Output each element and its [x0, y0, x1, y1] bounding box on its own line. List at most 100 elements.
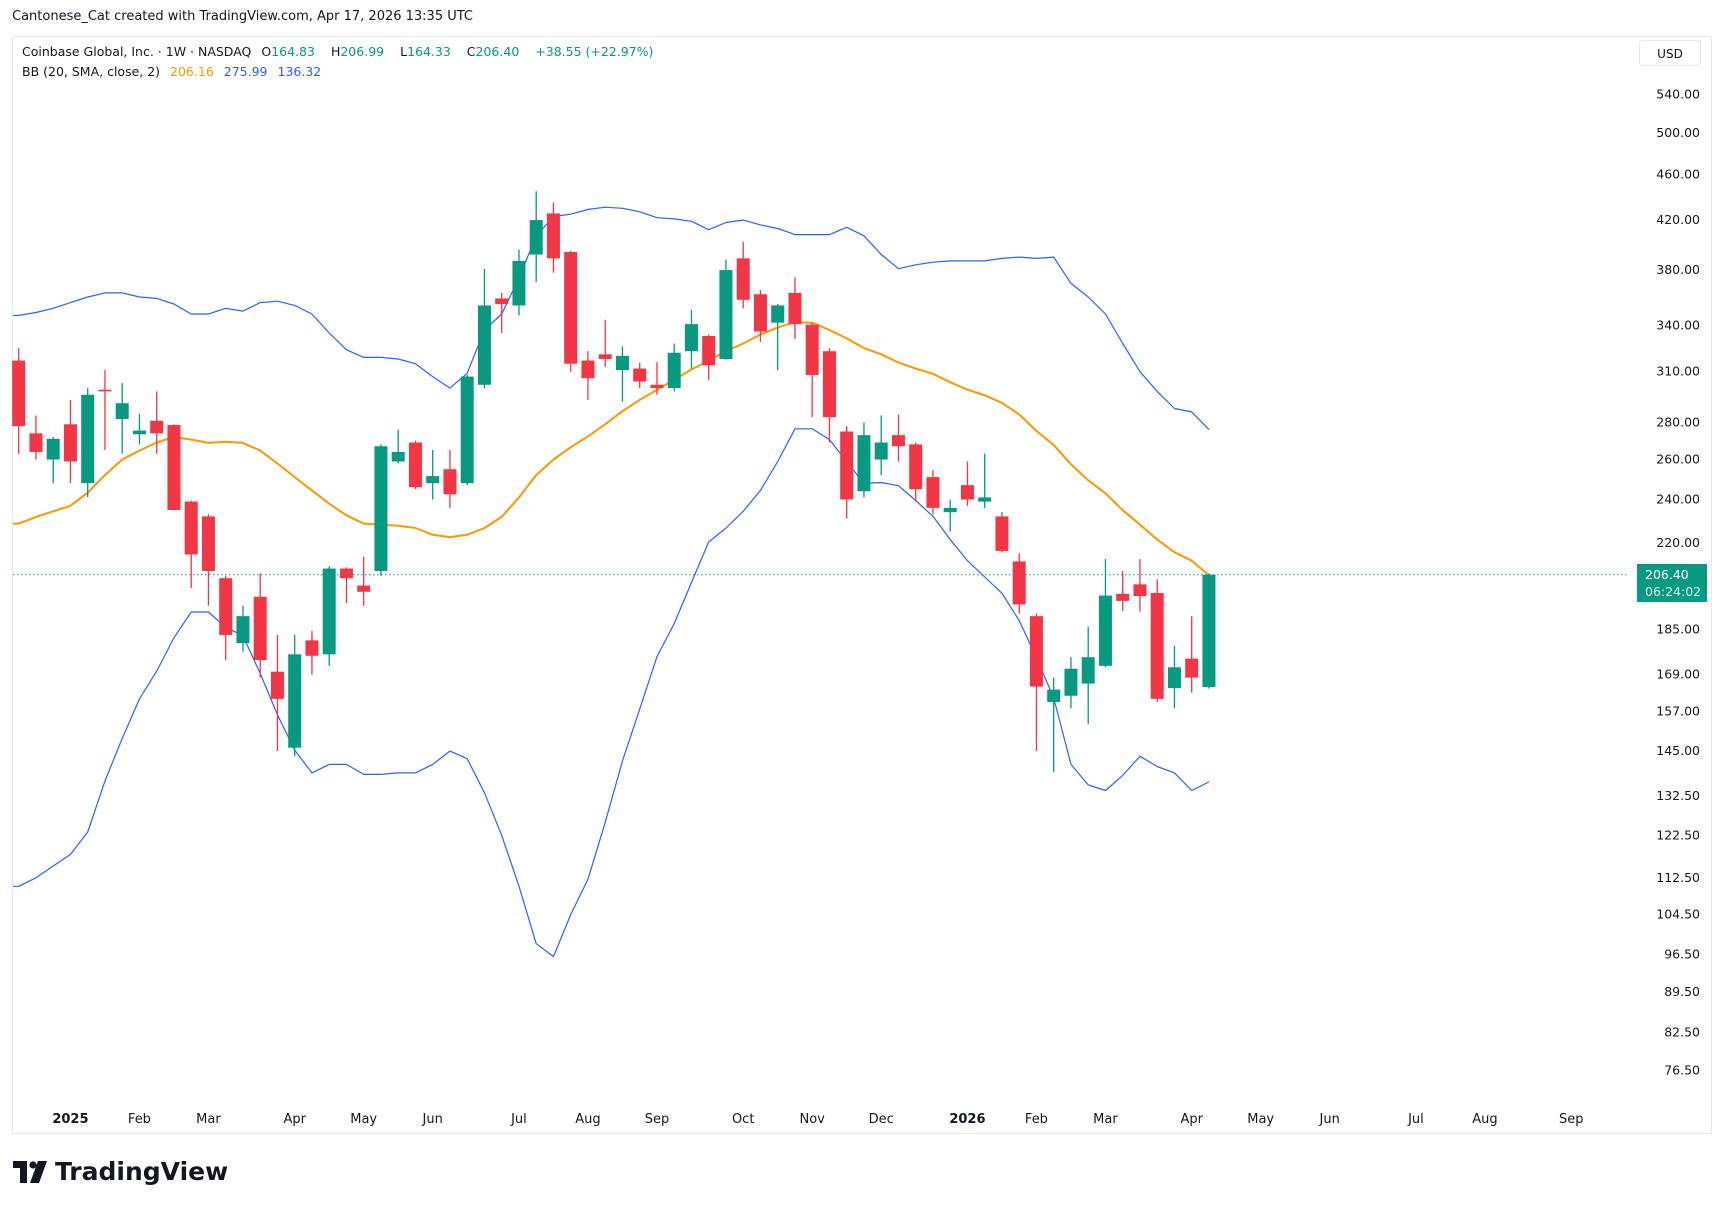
price-tick-label: 89.50	[1664, 984, 1700, 999]
bb-upper-line	[12, 206, 1210, 431]
candle-body	[81, 394, 95, 484]
price-tick-label: 460.00	[1656, 167, 1700, 182]
candle-body	[874, 442, 888, 460]
candle-up	[115, 383, 129, 454]
time-tick-label: May	[350, 1112, 377, 1127]
candle-body	[581, 360, 595, 379]
symbol-title[interactable]: Coinbase Global, Inc. · 1W · NASDAQ	[22, 44, 252, 59]
time-tick-label: May	[1247, 1112, 1274, 1127]
bb-basis-value: 206.16	[170, 64, 214, 79]
candle-down	[29, 415, 43, 460]
candle-down	[633, 362, 647, 389]
price-tick-label: 145.00	[1656, 743, 1700, 758]
candle-up	[236, 605, 250, 652]
candle-body	[926, 477, 940, 508]
time-tick-label: Dec	[869, 1112, 894, 1127]
open-value: 164.83	[271, 44, 315, 59]
candle-body	[374, 446, 388, 571]
candle-down	[822, 348, 836, 443]
candle-body	[719, 270, 733, 359]
candle-body	[564, 251, 578, 364]
candle-up	[719, 259, 733, 360]
candle-down	[650, 362, 664, 395]
candle-down	[495, 292, 509, 333]
bb-upper-value: 275.99	[223, 64, 268, 79]
candle-down	[736, 241, 750, 309]
candle-up	[288, 634, 302, 757]
price-tick-label: 540.00	[1656, 87, 1700, 102]
candle-down	[253, 573, 267, 678]
last-price-tag: 206.40 06:24:02	[1637, 564, 1707, 602]
candle-body	[236, 616, 250, 644]
candle-body	[322, 568, 336, 655]
candle-up	[771, 304, 785, 371]
time-tick-label: Apr	[283, 1112, 306, 1127]
candle-body	[46, 438, 60, 460]
price-axis[interactable]: 540.00 500.00 460.00 420.00 380.00 340.00 310.…	[1656, 87, 1700, 1078]
candle-up	[943, 499, 957, 532]
time-tick-label: Feb	[128, 1112, 151, 1127]
bb-label[interactable]: BB (20, SMA, close, 2)	[22, 64, 161, 79]
currency-button[interactable]: USD	[1639, 40, 1701, 66]
candle-up	[391, 429, 405, 464]
time-tick-label: Jun	[422, 1112, 443, 1127]
open-label: O	[261, 44, 272, 59]
candle-down	[201, 514, 215, 606]
candle-up	[132, 413, 146, 445]
candle-body	[736, 258, 750, 300]
candle-body	[512, 260, 526, 306]
candle-down	[909, 442, 923, 502]
candle-up	[667, 343, 681, 392]
candle-down	[581, 351, 595, 400]
price-tick-label: 122.50	[1656, 827, 1700, 842]
time-tick-label: Oct	[732, 1112, 754, 1127]
time-tick-label: Mar	[196, 1112, 221, 1127]
tradingview-logo[interactable]: TradingView	[13, 1157, 228, 1186]
candle-body	[840, 431, 854, 500]
candle-down	[339, 567, 353, 604]
candle-down	[219, 575, 233, 661]
time-tick-label: Apr	[1180, 1112, 1203, 1127]
high-value: 206.99	[340, 44, 385, 59]
price-tick-label: 76.50	[1664, 1062, 1700, 1077]
price-tick-label: 500.00	[1656, 125, 1700, 140]
candle-down	[408, 440, 422, 490]
candle-body	[1116, 593, 1130, 601]
candle-body	[1064, 668, 1078, 696]
candle-up	[1064, 657, 1078, 709]
candle-down	[1029, 613, 1043, 752]
candle-up	[512, 249, 526, 316]
candle-down	[546, 202, 560, 273]
candle-up	[529, 191, 543, 283]
candle-down	[805, 322, 819, 418]
candle-down	[564, 250, 578, 372]
time-axis[interactable]: 2025 Feb Mar Apr May Jun Jul Aug Sep Oct Nov Dec 202…	[52, 1112, 1583, 1127]
candle-up	[81, 388, 95, 498]
candle-body	[201, 516, 215, 571]
candle-down	[1150, 579, 1164, 702]
time-tick-label: Sep	[645, 1112, 670, 1127]
candle-body	[167, 425, 181, 511]
candle-body	[288, 654, 302, 748]
candle-body	[63, 424, 77, 462]
candle-body	[29, 433, 43, 452]
price-tick-label: 104.50	[1656, 907, 1700, 922]
candle-down	[891, 414, 905, 462]
price-tick-label: 82.50	[1664, 1025, 1700, 1040]
candle-body	[598, 354, 612, 359]
bollinger-bands	[12, 206, 1210, 958]
candle-down	[995, 512, 1009, 553]
price-tick-label: 280.00	[1656, 415, 1700, 430]
price-tick-label: 420.00	[1656, 212, 1700, 227]
candle-down	[357, 556, 371, 606]
candle-up	[978, 453, 992, 508]
change-value: +38.55 (+22.97%)	[535, 44, 654, 59]
candle-up	[857, 422, 871, 498]
price-tick-label: 132.50	[1656, 788, 1700, 803]
price-tick-label: 96.50	[1664, 946, 1700, 961]
candle-body	[270, 671, 284, 699]
candle-body	[943, 507, 957, 513]
candle-up	[684, 309, 698, 369]
candle-down	[150, 391, 164, 454]
